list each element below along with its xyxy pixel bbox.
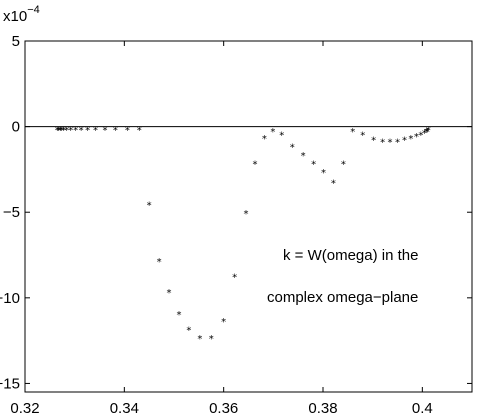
x-tick-label: 0.38 [308,400,337,417]
data-point: * [425,127,430,138]
data-point: * [380,137,385,148]
data-point: * [68,125,73,136]
y-tick-label: 0 [12,119,20,136]
tick-labels: 0.32 0.34 0.36 0.38 0.4 5 0 −5 −10 −15 [0,33,433,417]
data-point: * [279,130,284,141]
data-point: * [125,125,130,136]
data-point: * [262,134,267,145]
y-tick-label: 5 [12,33,20,50]
data-point: * [64,125,69,136]
data-point: * [402,136,407,147]
data-point: * [56,125,61,136]
x-tick-label: 0.34 [110,400,139,417]
data-point: * [360,130,365,141]
data-point: * [209,334,214,345]
data-point: * [93,125,98,136]
data-point: * [232,273,237,284]
x-tick-label: 0.4 [412,400,433,417]
data-point: * [371,136,376,147]
x-tick-label: 0.36 [209,400,238,417]
y-tick-label: −15 [0,375,20,392]
data-point: * [55,125,60,136]
data-point: * [252,160,257,171]
data-point: * [61,125,66,136]
data-point: * [341,160,346,171]
data-point: * [244,209,249,220]
data-point: * [422,129,427,140]
y-scale-exponent: −4 [27,4,40,16]
data-points: ******* * * * * * * * ******* ******* ******** * * * *… [55,125,431,345]
x-tick-label: 0.32 [10,400,39,417]
plot-area [24,40,473,393]
data-point: * [418,130,423,141]
data-point: * [167,288,172,299]
data-point: * [388,137,393,148]
axis-ticks [24,40,472,392]
data-point: * [147,201,152,212]
data-point: * [102,125,107,136]
annotation-line-2: complex omega−plane [267,289,418,306]
data-point: * [197,334,202,345]
data-point: * [186,326,191,337]
data-point: * [424,127,429,138]
data-point: * [176,310,181,321]
data-point: * [426,125,431,136]
data-point: * [414,132,419,143]
data-point: * [270,127,275,138]
annotation-line-1: k = W(omega) in the [283,247,418,264]
data-point: * [113,125,118,136]
y-scale-base: x10 [3,8,27,25]
data-point: * [321,168,326,179]
data-point: * [301,151,306,162]
y-scale-label: x10−4 [3,4,40,25]
data-point: * [290,142,295,153]
y-tick-label: −5 [3,204,20,221]
data-point: * [408,134,413,145]
data-point: * [59,125,64,136]
data-point: * [79,125,84,136]
data-point: * [157,257,162,268]
data-point: * [221,317,226,328]
data-point: * [73,125,78,136]
data-point: * [58,125,63,136]
data-point: * [331,178,336,189]
data-point: * [395,137,400,148]
data-point: * [137,125,142,136]
data-point: * [350,127,355,138]
data-point: * [85,125,90,136]
y-tick-label: −10 [0,290,20,307]
data-point: * [311,160,316,171]
